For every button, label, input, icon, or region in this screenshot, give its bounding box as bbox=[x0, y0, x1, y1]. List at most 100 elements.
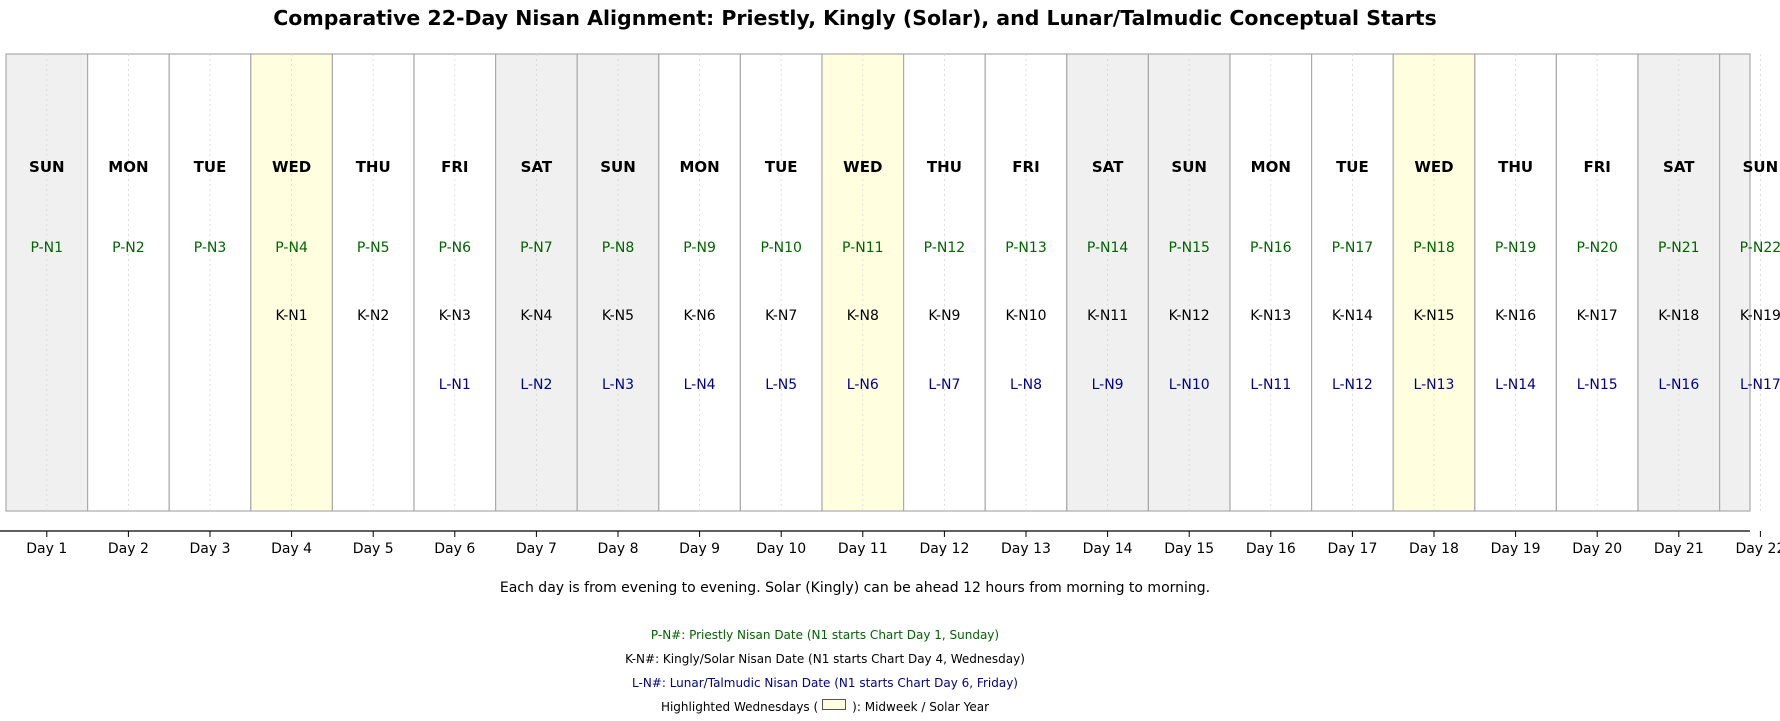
date-label: P-N18 bbox=[1413, 240, 1454, 256]
x-tick-label: Day 15 bbox=[1164, 541, 1214, 557]
date-label: P-N9 bbox=[683, 240, 716, 256]
date-label: K-N4 bbox=[520, 308, 552, 324]
day-cell bbox=[1147, 53, 1231, 512]
x-tick-label: Day 14 bbox=[1083, 541, 1133, 557]
date-label: P-N13 bbox=[1005, 240, 1046, 256]
date-label: P-N1 bbox=[31, 240, 64, 256]
weekday-label: THU bbox=[927, 158, 962, 176]
x-tick-label: Day 17 bbox=[1327, 541, 1377, 557]
day-cell bbox=[1474, 53, 1558, 512]
weekday-label: SUN bbox=[1171, 158, 1207, 176]
x-tick-label: Day 6 bbox=[434, 541, 475, 557]
date-label: L-N4 bbox=[684, 377, 716, 393]
x-tick-label: Day 12 bbox=[919, 541, 969, 557]
day-cell bbox=[984, 53, 1068, 512]
date-label: P-N16 bbox=[1250, 240, 1292, 256]
date-label: K-N11 bbox=[1087, 308, 1128, 324]
date-label: K-N12 bbox=[1169, 308, 1210, 324]
weekday-label: SAT bbox=[1092, 158, 1124, 176]
weekday-label: FRI bbox=[1584, 158, 1611, 176]
day-cell bbox=[1718, 53, 1751, 512]
weekday-label: SAT bbox=[521, 158, 553, 176]
weekday-label: FRI bbox=[441, 158, 468, 176]
date-label: P-N17 bbox=[1332, 240, 1373, 256]
date-label: K-N13 bbox=[1250, 308, 1291, 324]
date-label: P-N10 bbox=[760, 240, 801, 256]
day-cell bbox=[86, 53, 170, 512]
date-label: L-N5 bbox=[765, 377, 797, 393]
x-tick-label: Day 1 bbox=[26, 541, 67, 557]
weekday-label: SUN bbox=[600, 158, 636, 176]
date-label: L-N2 bbox=[520, 377, 552, 393]
date-label: P-N6 bbox=[439, 240, 472, 256]
date-label: P-N21 bbox=[1658, 240, 1699, 256]
legend-priestly: P-N#: Priestly Nisan Date (N1 starts Cha… bbox=[650, 628, 1000, 642]
day-cell bbox=[739, 53, 823, 512]
x-tick-label: Day 5 bbox=[353, 541, 394, 557]
x-tick-label: Day 10 bbox=[756, 541, 806, 557]
x-tick-label: Day 22 bbox=[1735, 541, 1780, 557]
x-tick-label: Day 21 bbox=[1654, 541, 1704, 557]
weekday-label: MON bbox=[679, 158, 719, 176]
date-label: P-N2 bbox=[112, 240, 145, 256]
weekday-label: MON bbox=[108, 158, 148, 176]
day-cell bbox=[1066, 53, 1150, 512]
legend-highlight-prefix: Highlighted Wednesdays ( bbox=[660, 700, 819, 714]
weekday-label: TUE bbox=[194, 158, 227, 176]
weekday-label: FRI bbox=[1012, 158, 1039, 176]
date-label: L-N1 bbox=[439, 377, 471, 393]
weekday-label: THU bbox=[356, 158, 391, 176]
date-label: K-N15 bbox=[1413, 308, 1454, 324]
date-label: K-N5 bbox=[602, 308, 634, 324]
weekday-label: WED bbox=[843, 158, 882, 176]
date-label: L-N8 bbox=[1010, 377, 1042, 393]
day-cell bbox=[1229, 53, 1313, 512]
date-label: K-N3 bbox=[439, 308, 471, 324]
day-cell bbox=[1310, 53, 1394, 512]
date-label: P-N5 bbox=[357, 240, 390, 256]
date-label: P-N11 bbox=[842, 240, 883, 256]
date-label: K-N1 bbox=[276, 308, 308, 324]
day-cell bbox=[902, 53, 986, 512]
x-tick-label: Day 13 bbox=[1001, 541, 1051, 557]
weekday-label: WED bbox=[272, 158, 311, 176]
date-label: P-N20 bbox=[1576, 240, 1617, 256]
weekday-label: THU bbox=[1498, 158, 1533, 176]
day-cell bbox=[413, 53, 497, 512]
x-tick-label: Day 11 bbox=[838, 541, 888, 557]
date-label: K-N16 bbox=[1495, 308, 1536, 324]
day-cell bbox=[168, 53, 252, 512]
x-tick-label: Day 4 bbox=[271, 541, 312, 557]
date-label: P-N22 bbox=[1740, 240, 1780, 256]
weekday-label: WED bbox=[1414, 158, 1453, 176]
day-cell bbox=[495, 53, 578, 512]
x-tick-label: Day 16 bbox=[1246, 541, 1296, 557]
date-label: K-N18 bbox=[1658, 308, 1699, 324]
date-label: P-N3 bbox=[194, 240, 227, 256]
date-label: L-N9 bbox=[1092, 377, 1124, 393]
chart-caption: Each day is from evening to evening. Sol… bbox=[499, 580, 1211, 596]
date-label: L-N12 bbox=[1332, 377, 1373, 393]
x-tick-label: Day 19 bbox=[1491, 541, 1541, 557]
legend-highlight: Highlighted Wednesdays ( ): Midweek / Sol… bbox=[0, 699, 1650, 714]
date-label: K-N19 bbox=[1740, 308, 1780, 324]
x-tick-label: Day 18 bbox=[1409, 541, 1459, 557]
weekday-label: TUE bbox=[765, 158, 798, 176]
date-label: K-N17 bbox=[1577, 308, 1618, 324]
day-cell bbox=[1555, 53, 1639, 512]
highlight-swatch bbox=[822, 699, 847, 710]
date-label: L-N11 bbox=[1250, 377, 1291, 393]
date-label: L-N15 bbox=[1577, 377, 1618, 393]
day-cell bbox=[658, 53, 741, 512]
date-label: P-N7 bbox=[520, 240, 553, 256]
date-label: K-N10 bbox=[1005, 308, 1046, 324]
day-cell bbox=[576, 53, 660, 512]
legend-kingly: K-N#: Kingly/Solar Nisan Date (N1 starts… bbox=[625, 652, 1025, 666]
date-label: L-N14 bbox=[1495, 377, 1536, 393]
x-tick-label: Day 8 bbox=[597, 541, 638, 557]
date-label: P-N8 bbox=[602, 240, 635, 256]
weekday-label: SUN bbox=[29, 158, 65, 176]
date-label: P-N19 bbox=[1495, 240, 1536, 256]
weekday-label: SAT bbox=[1663, 158, 1695, 176]
legend-highlight-suffix: ): Midweek / Solar Year bbox=[852, 700, 990, 714]
